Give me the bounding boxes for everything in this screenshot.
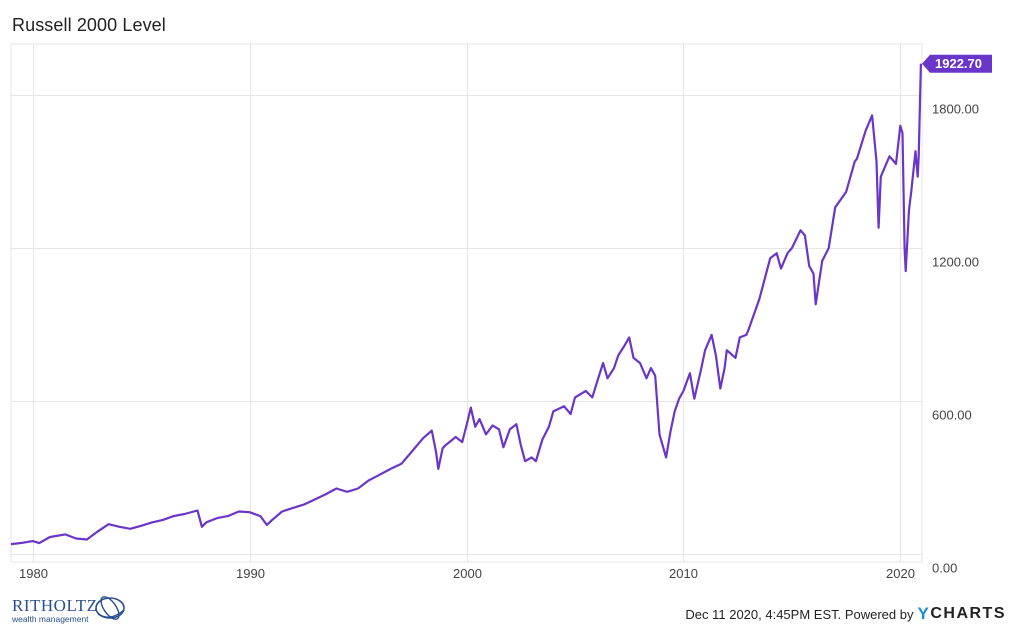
x-tick-label: 1980 [19, 566, 48, 581]
x-tick-label: 2000 [453, 566, 482, 581]
footer: Dec 11 2020, 4:45PM EST. Powered by Y CHA… [685, 604, 1006, 624]
y-tick-label: 600.00 [932, 408, 972, 423]
ycharts-logo[interactable]: Y CHARTS [917, 604, 1006, 624]
y-tick-label: 1200.00 [932, 255, 979, 270]
chart-title: Russell 2000 Level [12, 15, 166, 35]
plot-border [10, 43, 923, 563]
series-group [10, 63, 922, 546]
logo-subtitle: wealth management [12, 614, 89, 624]
x-tick-label: 2010 [669, 566, 698, 581]
ycharts-logo-text: CHARTS [930, 605, 1006, 622]
last-value-badge [922, 54, 992, 73]
x-tick-label: 1990 [236, 566, 265, 581]
y-tick-label: 1800.00 [932, 102, 979, 117]
series-line-0 [10, 63, 922, 546]
ritholtz-logo: RITHOLTZ wealth management [10, 592, 130, 626]
logo-globe-icon [95, 596, 125, 620]
last-value-callout: 1922.70 [922, 54, 992, 73]
y-tick-label: 0.00 [932, 561, 957, 576]
footer-timestamp: Dec 11 2020, 4:45PM EST. Powered by [685, 606, 914, 622]
last-value-label: 1922.70 [935, 56, 982, 71]
x-tick-label: 2020 [886, 566, 915, 581]
grid [10, 43, 923, 563]
axes: 0.00 600.00 1200.00 1800.00 1980 1990 2000 2010… [19, 102, 979, 582]
ycharts-logo-y: Y [917, 604, 931, 623]
logo-name: RITHOLTZ [12, 596, 98, 615]
